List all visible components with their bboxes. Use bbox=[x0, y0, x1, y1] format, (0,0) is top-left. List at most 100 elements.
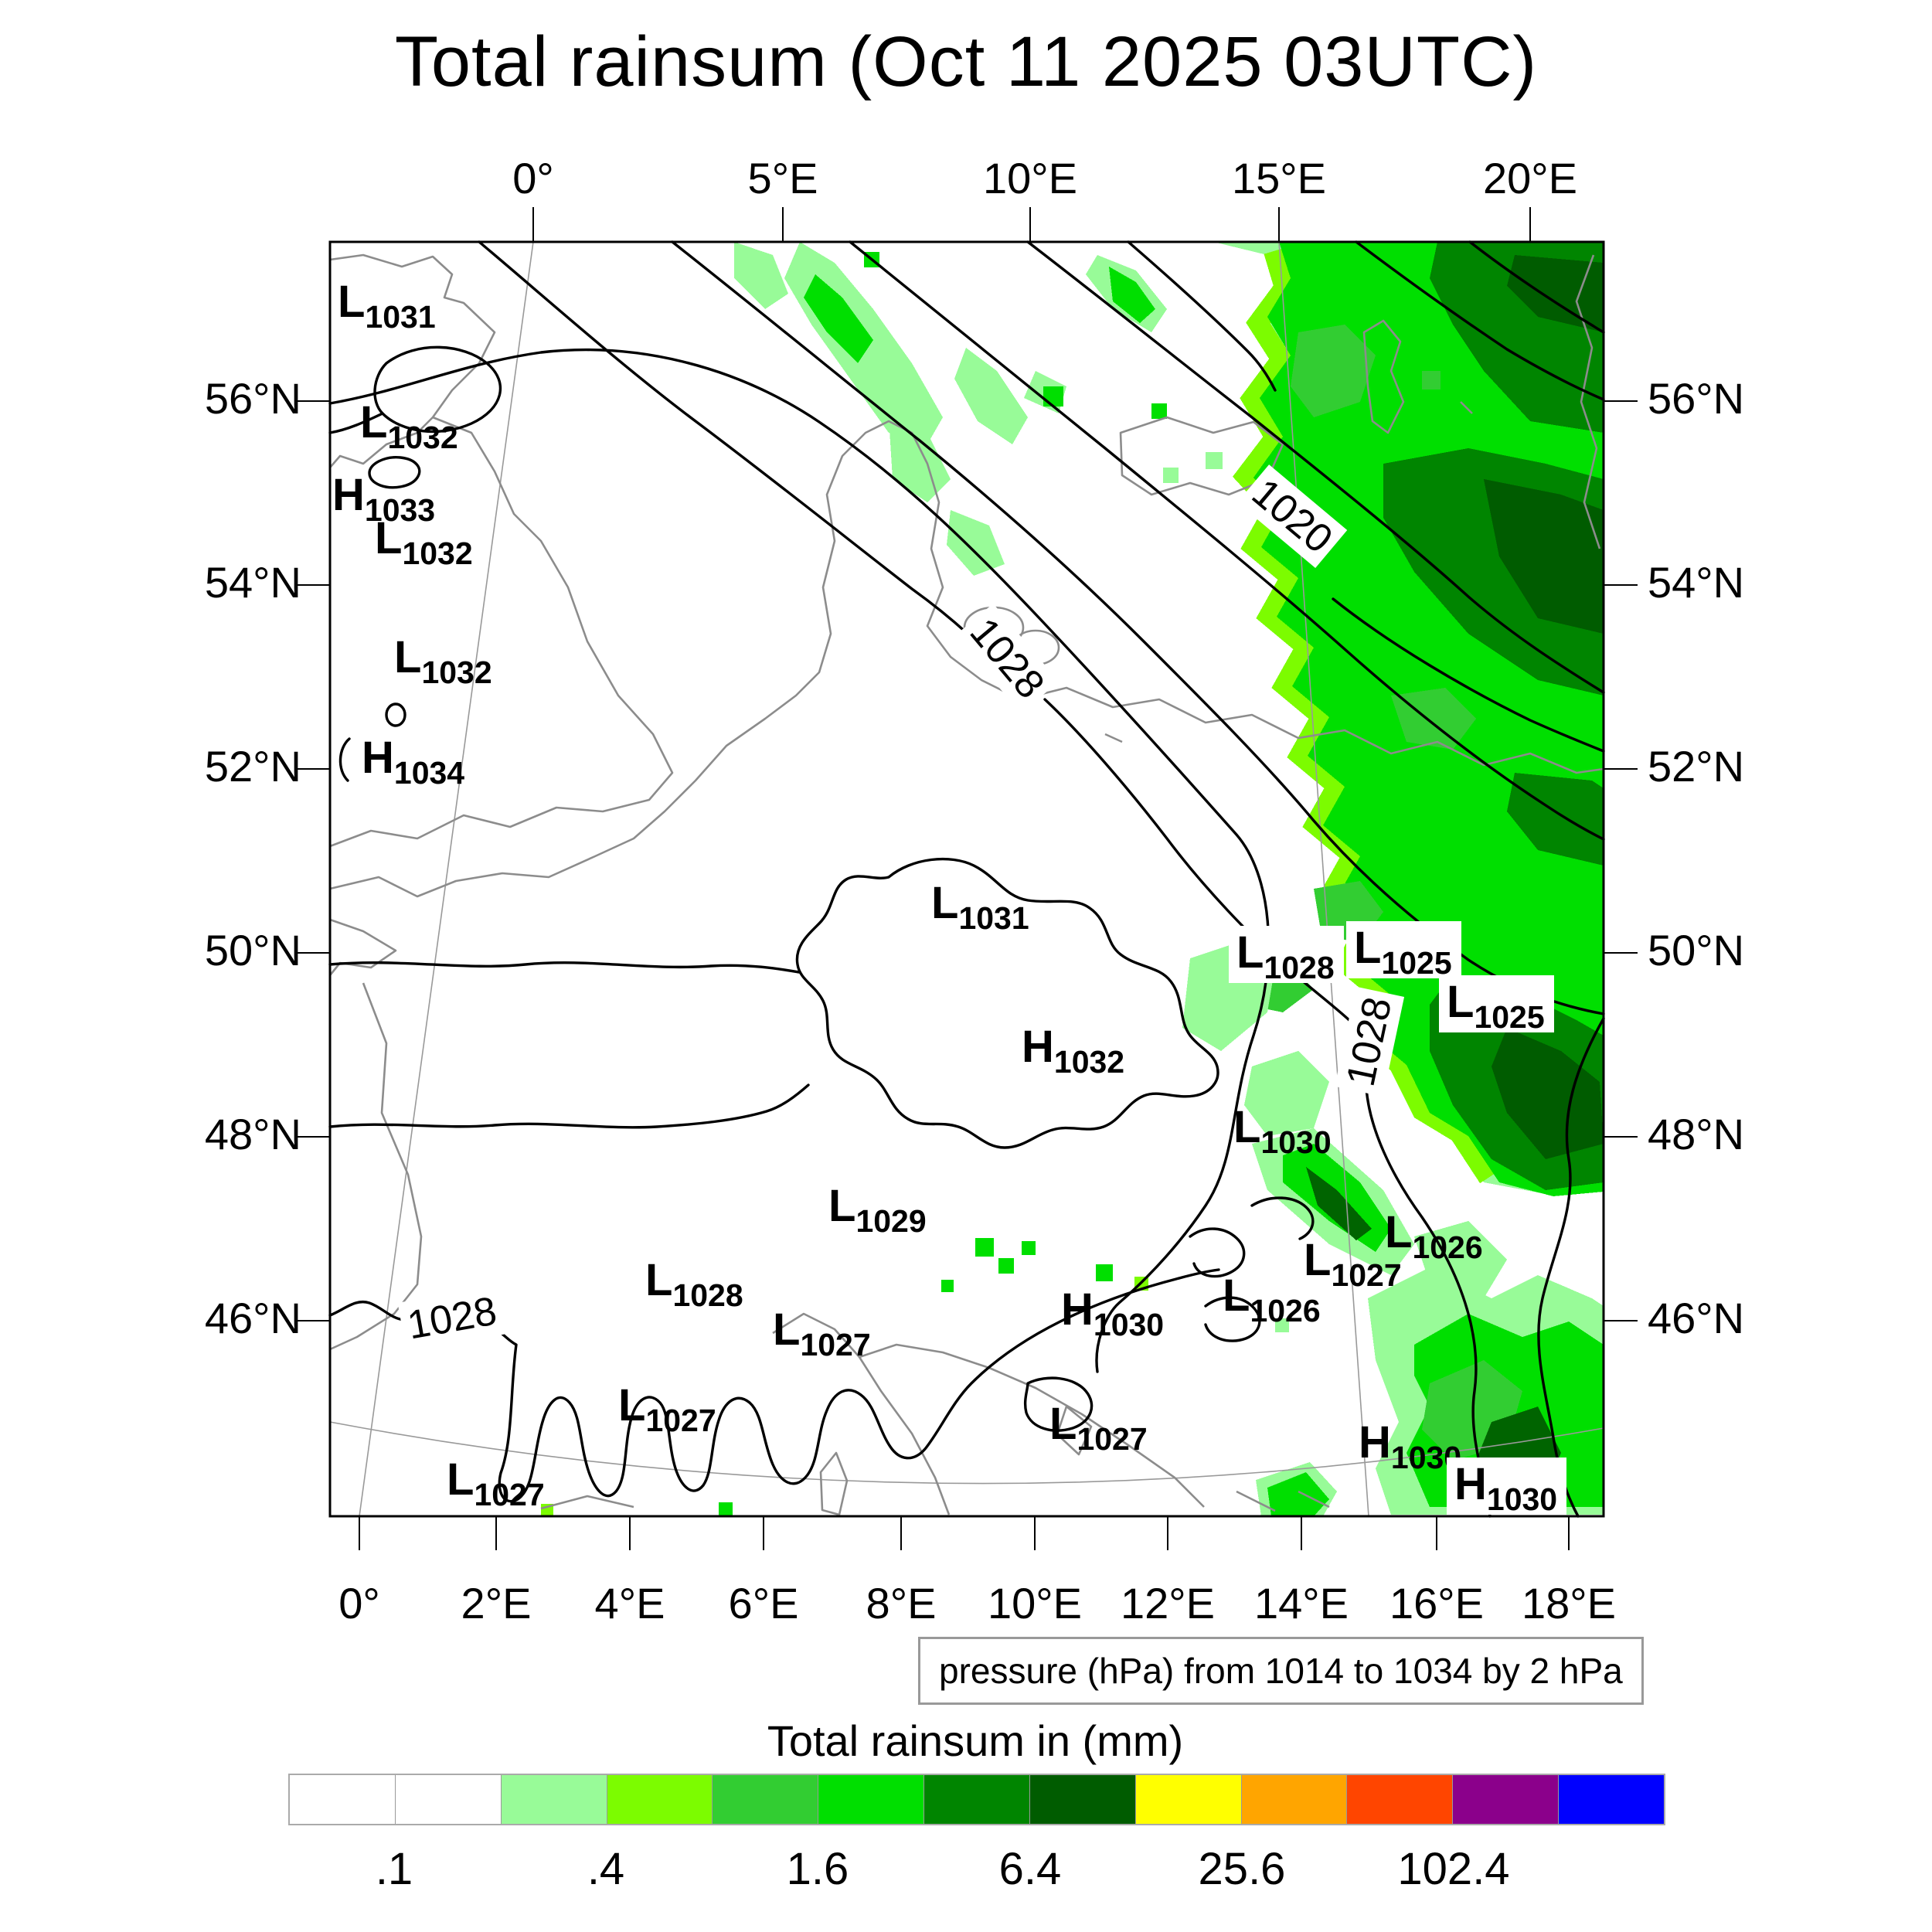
pressure-contour bbox=[328, 1083, 810, 1129]
left-axis-label: 48°N bbox=[204, 1110, 301, 1158]
rain-area bbox=[954, 348, 1028, 444]
pressure-center-label: L1031 bbox=[931, 881, 1029, 934]
right-axis-label: 46°N bbox=[1648, 1294, 1745, 1342]
pressure-value: 1028 bbox=[672, 1277, 743, 1313]
coastline bbox=[329, 416, 674, 848]
pressure-value: 1027 bbox=[800, 1327, 871, 1362]
pressure-center-label: L1032 bbox=[394, 632, 492, 689]
pressure-contour bbox=[328, 348, 1270, 1373]
pressure-contour bbox=[497, 1268, 1220, 1503]
bottom-axis-label: 14°E bbox=[1253, 1579, 1349, 1628]
coastline bbox=[1362, 319, 1405, 434]
pressure-letter: L bbox=[1447, 977, 1475, 1027]
rain-area bbox=[804, 274, 873, 363]
pressure-value: 1032 bbox=[387, 420, 458, 455]
colorbar-cell bbox=[1347, 1775, 1454, 1824]
coastline bbox=[328, 918, 397, 976]
rain-area bbox=[1291, 325, 1376, 417]
pressure-letter: L bbox=[1385, 1207, 1413, 1257]
pressure-letter: L bbox=[1223, 1270, 1250, 1321]
rain-speck bbox=[719, 1502, 733, 1516]
pressure-letter: L bbox=[1049, 1399, 1077, 1449]
pressure-letter: L bbox=[394, 632, 422, 682]
rain-area bbox=[1492, 1028, 1604, 1159]
colorbar-cell bbox=[395, 1775, 502, 1824]
rain-speck bbox=[1096, 1264, 1113, 1281]
pressure-center-label: H1030 bbox=[1447, 1458, 1567, 1517]
pressure-center-label: L1027 bbox=[1304, 1238, 1402, 1291]
pressure-value: 1026 bbox=[1250, 1293, 1321, 1328]
pressure-contour bbox=[1023, 1376, 1094, 1432]
coastline bbox=[859, 1343, 1205, 1508]
coastline bbox=[1460, 401, 1473, 414]
pressure-letter: H bbox=[1359, 1417, 1391, 1468]
pressure-value: 1032 bbox=[402, 536, 473, 571]
coastline bbox=[1575, 254, 1601, 549]
graticule-line bbox=[1278, 241, 1369, 1517]
colorbar-cell bbox=[713, 1775, 819, 1824]
pressure-letter: L bbox=[375, 513, 403, 563]
bottom-axis-label: 10°E bbox=[987, 1579, 1083, 1628]
page-title: Total rainsum (Oct 11 2025 03UTC) bbox=[394, 22, 1538, 101]
pressure-center-label: L1028 bbox=[645, 1255, 743, 1311]
rain-speck bbox=[1422, 371, 1440, 389]
coastline bbox=[540, 1495, 634, 1510]
rain-speck bbox=[1043, 386, 1063, 406]
rain-area bbox=[1244, 1051, 1329, 1136]
coastline bbox=[1236, 1490, 1276, 1512]
pressure-value: 1030 bbox=[1486, 1481, 1558, 1517]
colorbar-tick-label: 1.6 bbox=[786, 1844, 849, 1894]
pressure-contour bbox=[478, 240, 969, 635]
pressure-center-label: L1027 bbox=[773, 1308, 871, 1361]
pressure-contour bbox=[385, 702, 406, 727]
pressure-letter: L bbox=[645, 1255, 673, 1305]
pressure-letter: L bbox=[338, 277, 366, 327]
rain-area bbox=[1267, 1472, 1329, 1516]
pressure-center-label: L1032 bbox=[375, 513, 473, 570]
pressure-center-label: L1025 bbox=[1346, 921, 1461, 979]
pressure-center-label: L1026 bbox=[1385, 1207, 1483, 1264]
rain-speck bbox=[998, 1258, 1014, 1274]
pressure-center-label: L1028 bbox=[1229, 926, 1344, 984]
colorbar bbox=[288, 1774, 1665, 1825]
pressure-value: 1032 bbox=[421, 655, 492, 690]
pressure-contour bbox=[1026, 240, 1605, 694]
pressure-center-label: L1026 bbox=[1223, 1274, 1321, 1327]
colorbar-tick-label: 102.4 bbox=[1397, 1844, 1510, 1894]
pressure-contour bbox=[328, 961, 801, 974]
top-axis-label: 15°E bbox=[1231, 154, 1327, 202]
right-axis-label: 54°N bbox=[1648, 558, 1745, 607]
pressure-letter: H bbox=[332, 470, 365, 520]
pressure-letter: H bbox=[1454, 1459, 1487, 1509]
pressure-letter: L bbox=[773, 1304, 801, 1355]
pressure-letter: L bbox=[1236, 927, 1264, 978]
coastline bbox=[329, 253, 496, 468]
pressure-center-label: L1031 bbox=[338, 277, 436, 333]
pressure-letter: H bbox=[1022, 1022, 1054, 1072]
rain-area bbox=[1484, 479, 1604, 634]
pressure-contour bbox=[1468, 240, 1605, 334]
rain-area bbox=[1306, 1167, 1372, 1240]
pressure-value: 1027 bbox=[474, 1477, 545, 1512]
bottom-axis-label: 2°E bbox=[461, 1579, 532, 1628]
bottom-axis-label: 0° bbox=[338, 1579, 380, 1628]
pressure-contour bbox=[328, 1300, 406, 1321]
left-axis-label: 52°N bbox=[204, 742, 301, 791]
bottom-axis-label: 12°E bbox=[1120, 1579, 1216, 1628]
colorbar-cell bbox=[818, 1775, 925, 1824]
pressure-contour bbox=[338, 737, 351, 782]
pressure-value: 1027 bbox=[1331, 1257, 1402, 1293]
pressure-value: 1030 bbox=[1093, 1307, 1165, 1342]
colorbar-cell bbox=[607, 1775, 713, 1824]
left-axis-label: 54°N bbox=[204, 558, 301, 607]
pressure-letter: L bbox=[360, 397, 388, 447]
pressure-contour bbox=[373, 345, 502, 434]
pressure-value: 1027 bbox=[645, 1403, 716, 1438]
pressure-letter: H bbox=[362, 733, 394, 783]
rain-speck bbox=[1275, 1318, 1289, 1332]
colorbar-cell bbox=[1135, 1775, 1242, 1824]
rain-area bbox=[947, 510, 1005, 576]
pressure-value: 1025 bbox=[1474, 999, 1545, 1035]
colorbar-cell bbox=[1559, 1775, 1664, 1824]
top-axis-label: 5°E bbox=[747, 154, 818, 202]
